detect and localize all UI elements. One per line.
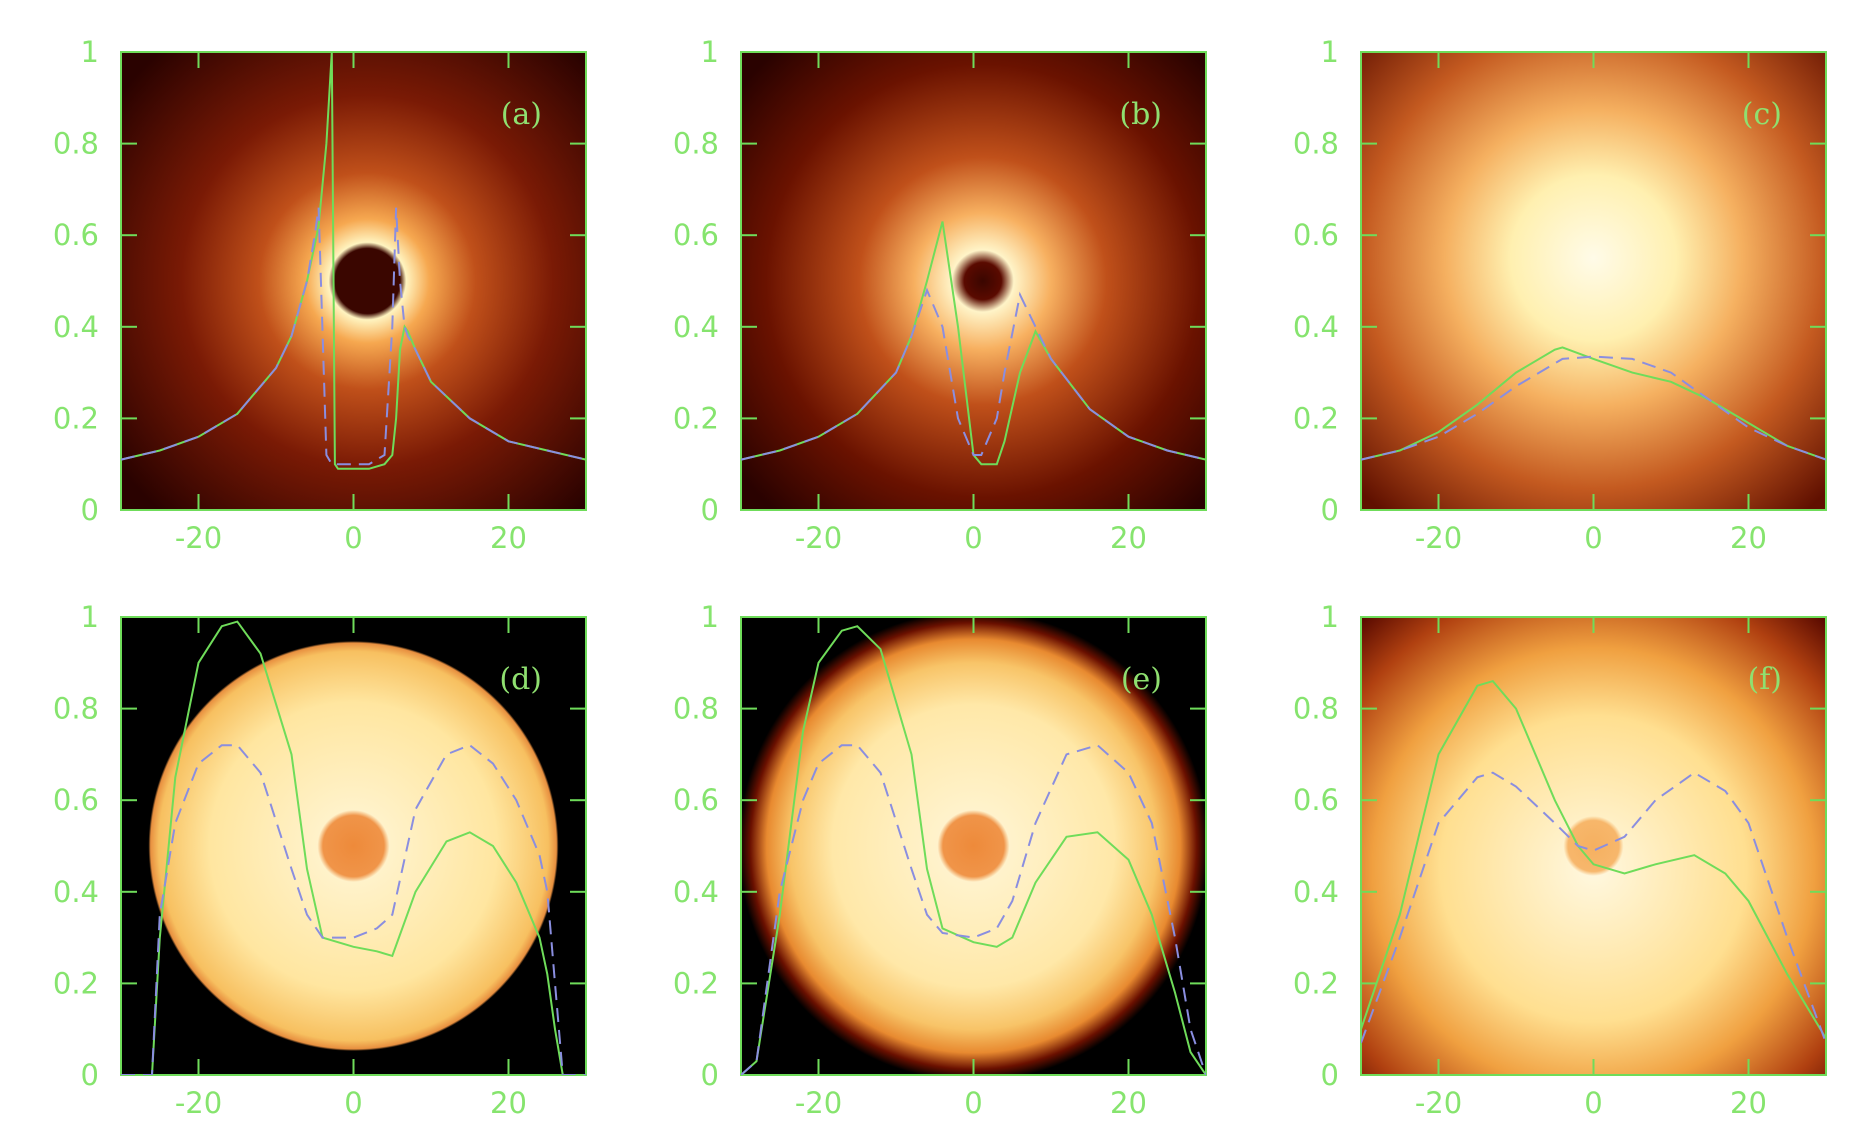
x-tick-label: -20 bbox=[795, 1086, 842, 1120]
y-tick-label: 0.2 bbox=[673, 401, 719, 435]
y-tick-label: 0.6 bbox=[673, 783, 719, 817]
y-tick-label: 0.2 bbox=[53, 401, 99, 435]
panel-label: (e) bbox=[1121, 662, 1162, 697]
y-tick-label: 0.4 bbox=[53, 875, 99, 909]
image-core bbox=[317, 810, 390, 882]
dashed-line bbox=[741, 744, 1206, 1075]
y-tick-label: 1 bbox=[701, 600, 719, 634]
x-tick-label: -20 bbox=[175, 521, 222, 555]
x-tick-label: 20 bbox=[490, 1086, 527, 1120]
x-tick-label: 20 bbox=[1730, 521, 1767, 555]
solid-line bbox=[121, 620, 586, 1075]
panel: -20 0 20 0 0.2 0.4 0.6 0.8 1 (f) bbox=[1293, 600, 1827, 1120]
y-tick-label: 0.6 bbox=[673, 218, 719, 252]
y-tick-label: 0 bbox=[1321, 1058, 1339, 1092]
y-tick-label: 1 bbox=[1321, 600, 1339, 634]
panel-label: (b) bbox=[1119, 97, 1162, 132]
x-tick-label: 0 bbox=[964, 521, 982, 555]
y-tick-label: 0.8 bbox=[1293, 127, 1339, 161]
y-tick-label: 0.4 bbox=[1293, 875, 1339, 909]
dashed-line bbox=[121, 744, 586, 1075]
y-tick-label: 0.8 bbox=[673, 127, 719, 161]
image bbox=[1361, 52, 1826, 510]
y-tick-label: 0.6 bbox=[53, 783, 99, 817]
y-tick-label: 0.6 bbox=[53, 218, 99, 252]
x-tick-label: -20 bbox=[795, 521, 842, 555]
y-tick-label: 1 bbox=[701, 35, 719, 69]
panel: -20 0 20 0 0.2 0.4 0.6 0.8 1 (d) bbox=[53, 600, 587, 1120]
y-tick-label: 1 bbox=[1321, 35, 1339, 69]
solid-line bbox=[1361, 679, 1826, 1039]
y-tick-label: 0 bbox=[81, 493, 99, 527]
image-core bbox=[1563, 816, 1624, 876]
y-tick-label: 0.2 bbox=[1293, 401, 1339, 435]
image-core bbox=[937, 810, 1010, 882]
x-tick-label: 0 bbox=[344, 1086, 362, 1120]
panel-label: (d) bbox=[499, 662, 542, 697]
x-tick-label: -20 bbox=[1415, 1086, 1462, 1120]
solid-line bbox=[1361, 346, 1826, 461]
y-tick-label: 0.4 bbox=[673, 875, 719, 909]
y-tick-label: 0 bbox=[701, 493, 719, 527]
y-tick-label: 0.4 bbox=[1293, 310, 1339, 344]
x-tick-label: 20 bbox=[1110, 521, 1147, 555]
y-tick-label: 0 bbox=[1321, 493, 1339, 527]
x-tick-label: 20 bbox=[1730, 1086, 1767, 1120]
x-tick-label: 20 bbox=[490, 521, 527, 555]
y-tick-label: 0.6 bbox=[1293, 218, 1339, 252]
dashed-line bbox=[741, 287, 1206, 461]
x-tick-label: 0 bbox=[1584, 1086, 1602, 1120]
y-tick-label: 0.8 bbox=[1293, 692, 1339, 726]
x-tick-label: 0 bbox=[1584, 521, 1602, 555]
dashed-line bbox=[1361, 355, 1826, 461]
image bbox=[121, 52, 586, 510]
y-tick-label: 1 bbox=[81, 600, 99, 634]
y-tick-label: 0.8 bbox=[673, 692, 719, 726]
y-tick-label: 0.2 bbox=[53, 966, 99, 1000]
y-tick-label: 0 bbox=[81, 1058, 99, 1092]
x-tick-label: -20 bbox=[1415, 521, 1462, 555]
x-tick-label: 20 bbox=[1110, 1086, 1147, 1120]
x-tick-label: 0 bbox=[964, 1086, 982, 1120]
dashed-line bbox=[121, 207, 586, 466]
x-tick-label: 0 bbox=[344, 521, 362, 555]
panel: -20 0 20 0 0.2 0.4 0.6 0.8 1 (a) bbox=[53, 35, 587, 555]
y-tick-label: 0.6 bbox=[1293, 783, 1339, 817]
panel-label: (f) bbox=[1747, 662, 1782, 697]
y-tick-label: 0.4 bbox=[53, 310, 99, 344]
y-tick-label: 0.4 bbox=[673, 310, 719, 344]
panel-label: (c) bbox=[1742, 97, 1782, 132]
y-tick-label: 0.2 bbox=[673, 966, 719, 1000]
y-tick-label: 0.8 bbox=[53, 127, 99, 161]
panel-label: (a) bbox=[501, 97, 542, 132]
image bbox=[741, 52, 1206, 510]
y-tick-label: 0 bbox=[701, 1058, 719, 1092]
panel: -20 0 20 0 0.2 0.4 0.6 0.8 1 (e) bbox=[673, 600, 1207, 1120]
y-tick-label: 1 bbox=[81, 35, 99, 69]
dashed-line bbox=[1361, 771, 1826, 1044]
x-tick-label: -20 bbox=[175, 1086, 222, 1120]
y-tick-label: 0.8 bbox=[53, 692, 99, 726]
y-tick-label: 0.2 bbox=[1293, 966, 1339, 1000]
panel: -20 0 20 0 0.2 0.4 0.6 0.8 1 (b) bbox=[673, 35, 1207, 555]
panel: -20 0 20 0 0.2 0.4 0.6 0.8 1 (c) bbox=[1293, 35, 1827, 555]
